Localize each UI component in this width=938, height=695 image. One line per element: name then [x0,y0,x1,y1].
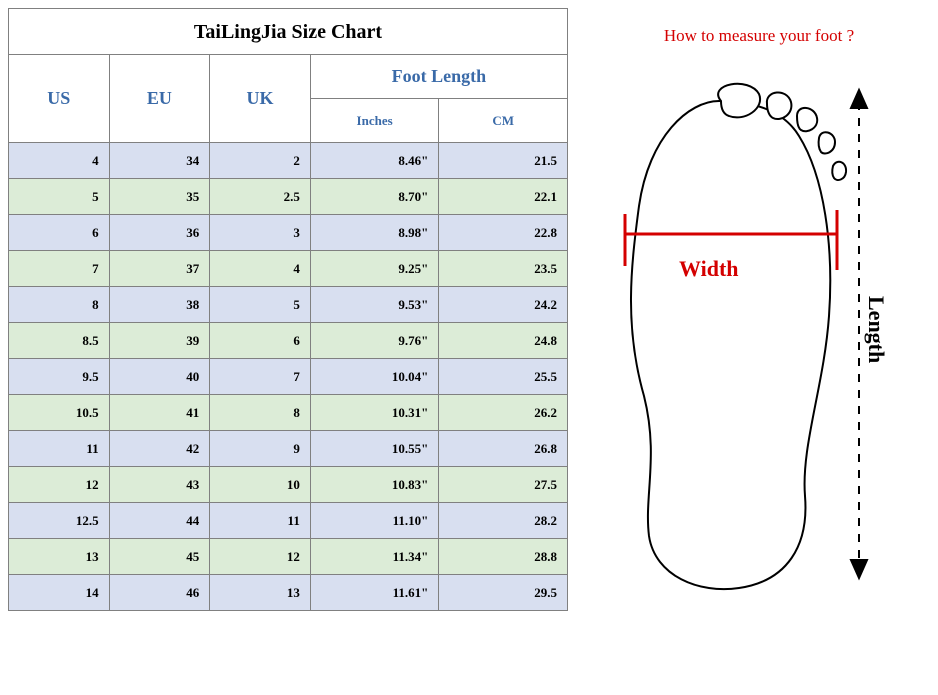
cell-us: 6 [9,215,110,251]
cell-cm: 23.5 [439,251,568,287]
measure-title: How to measure your foot ? [588,8,930,56]
length-label: Length [863,296,889,363]
cell-in: 8.46" [310,143,439,179]
cell-eu: 35 [109,179,210,215]
size-chart-panel: TaiLingJia Size Chart US EU UK Foot Leng… [8,8,568,687]
cell-eu: 46 [109,575,210,611]
table-row: 1142910.55"26.8 [9,431,568,467]
header-uk: UK [210,55,311,143]
cell-in: 11.10" [310,503,439,539]
cell-in: 11.61" [310,575,439,611]
header-us: US [9,55,110,143]
cell-eu: 37 [109,251,210,287]
table-row: 9.540710.04"25.5 [9,359,568,395]
cell-eu: 43 [109,467,210,503]
cell-us: 13 [9,539,110,575]
cell-in: 9.25" [310,251,439,287]
table-row: 5352.58.70"22.1 [9,179,568,215]
table-row: 63638.98"22.8 [9,215,568,251]
cell-in: 9.76" [310,323,439,359]
header-cm: CM [439,99,568,143]
table-row: 8.53969.76"24.8 [9,323,568,359]
cell-eu: 41 [109,395,210,431]
cell-eu: 44 [109,503,210,539]
table-row: 73749.25"23.5 [9,251,568,287]
cell-cm: 22.8 [439,215,568,251]
table-row: 12431010.83"27.5 [9,467,568,503]
cell-cm: 26.2 [439,395,568,431]
cell-eu: 36 [109,215,210,251]
cell-uk: 8 [210,395,311,431]
header-foot-length: Foot Length [310,55,567,99]
cell-in: 10.31" [310,395,439,431]
cell-us: 9.5 [9,359,110,395]
cell-eu: 45 [109,539,210,575]
cell-uk: 9 [210,431,311,467]
cell-uk: 4 [210,251,311,287]
cell-uk: 2.5 [210,179,311,215]
diagram-panel: How to measure your foot ? [568,8,930,687]
header-inches: Inches [310,99,439,143]
cell-uk: 5 [210,287,311,323]
cell-eu: 40 [109,359,210,395]
cell-cm: 26.8 [439,431,568,467]
cell-us: 7 [9,251,110,287]
cell-uk: 13 [210,575,311,611]
cell-uk: 2 [210,143,311,179]
cell-eu: 39 [109,323,210,359]
cell-cm: 24.2 [439,287,568,323]
cell-us: 12 [9,467,110,503]
cell-eu: 34 [109,143,210,179]
width-label: Width [679,256,739,282]
cell-us: 8.5 [9,323,110,359]
cell-uk: 12 [210,539,311,575]
cell-in: 11.34" [310,539,439,575]
cell-eu: 42 [109,431,210,467]
cell-cm: 21.5 [439,143,568,179]
table-row: 14461311.61"29.5 [9,575,568,611]
cell-us: 4 [9,143,110,179]
cell-us: 14 [9,575,110,611]
cell-in: 8.98" [310,215,439,251]
cell-us: 5 [9,179,110,215]
table-row: 13451211.34"28.8 [9,539,568,575]
cell-in: 8.70" [310,179,439,215]
chart-title: TaiLingJia Size Chart [8,8,568,54]
cell-uk: 6 [210,323,311,359]
cell-eu: 38 [109,287,210,323]
table-row: 83859.53"24.2 [9,287,568,323]
foot-figure: Width Length [589,66,929,606]
cell-in: 10.55" [310,431,439,467]
cell-cm: 27.5 [439,467,568,503]
cell-cm: 28.8 [439,539,568,575]
cell-us: 10.5 [9,395,110,431]
cell-in: 10.83" [310,467,439,503]
header-eu: EU [109,55,210,143]
cell-cm: 25.5 [439,359,568,395]
cell-cm: 29.5 [439,575,568,611]
cell-uk: 11 [210,503,311,539]
table-row: 10.541810.31"26.2 [9,395,568,431]
size-chart-table: US EU UK Foot Length Inches CM 43428.46"… [8,54,568,611]
cell-uk: 3 [210,215,311,251]
cell-cm: 28.2 [439,503,568,539]
cell-uk: 10 [210,467,311,503]
cell-uk: 7 [210,359,311,395]
cell-us: 8 [9,287,110,323]
cell-us: 12.5 [9,503,110,539]
table-row: 43428.46"21.5 [9,143,568,179]
cell-us: 11 [9,431,110,467]
cell-in: 9.53" [310,287,439,323]
table-row: 12.5441111.10"28.2 [9,503,568,539]
cell-cm: 22.1 [439,179,568,215]
cell-in: 10.04" [310,359,439,395]
cell-cm: 24.8 [439,323,568,359]
